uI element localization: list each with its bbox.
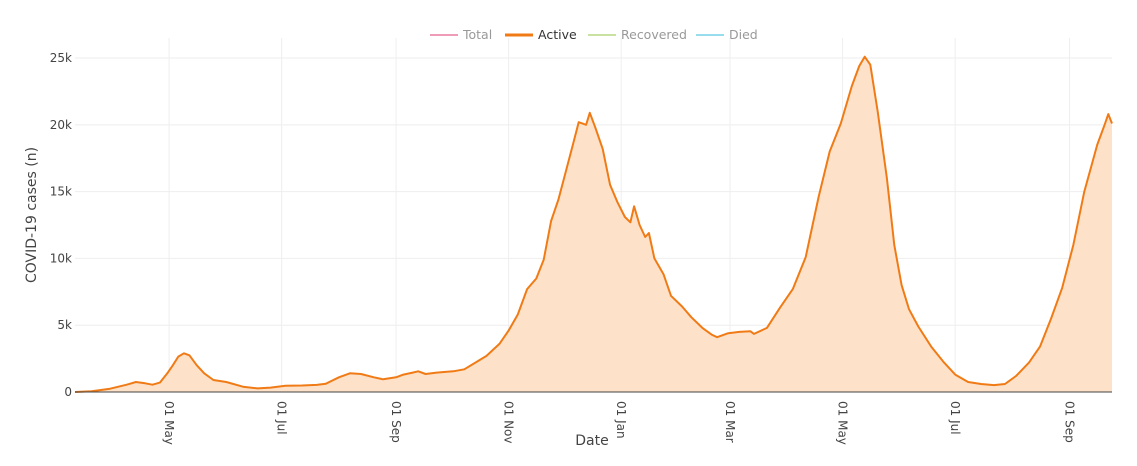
y-tick-label: 0	[64, 385, 72, 399]
legend-label: Total	[462, 27, 492, 42]
y-tick-labels: 0 5k 10k 15k 20k 25k	[50, 51, 72, 399]
x-tick-label: 01 Jul	[948, 401, 962, 435]
x-axis-title: Date	[575, 433, 608, 449]
x-tick-label: 01 Nov	[502, 401, 516, 444]
legend-label: Recovered	[621, 27, 687, 42]
legend-label: Active	[538, 27, 577, 42]
active-area-fill	[75, 56, 1112, 392]
x-tick-label: 01 Jul	[275, 401, 289, 435]
y-tick-label: 25k	[50, 51, 72, 65]
y-tick-label: 20k	[50, 118, 72, 132]
legend-item-died[interactable]: Died	[696, 27, 758, 42]
legend-label: Died	[729, 27, 758, 42]
y-tick-label: 5k	[57, 318, 72, 332]
x-tick-label: 01 Sep	[389, 401, 403, 443]
x-tick-label: 01 Sep	[1063, 401, 1077, 443]
legend: Total Active Recovered Died	[430, 27, 758, 42]
legend-item-recovered[interactable]: Recovered	[588, 27, 687, 42]
legend-item-active[interactable]: Active	[505, 27, 577, 42]
y-axis-title: COVID-19 cases (n)	[24, 147, 40, 283]
y-tick-label: 10k	[50, 251, 72, 265]
x-tick-label: 01 May	[162, 401, 176, 445]
y-tick-label: 15k	[50, 185, 72, 199]
x-tick-label: 01 Mar	[723, 401, 737, 443]
x-tick-labels: 01 May 01 Jul 01 Sep 01 Nov 01 Jan 01 Mar 01 M…	[162, 401, 1076, 445]
x-tick-label: 01 May	[836, 401, 850, 445]
x-tick-label: 01 Jan	[614, 401, 628, 439]
active-series-line	[74, 55, 1113, 393]
legend-item-total[interactable]: Total	[430, 27, 492, 42]
